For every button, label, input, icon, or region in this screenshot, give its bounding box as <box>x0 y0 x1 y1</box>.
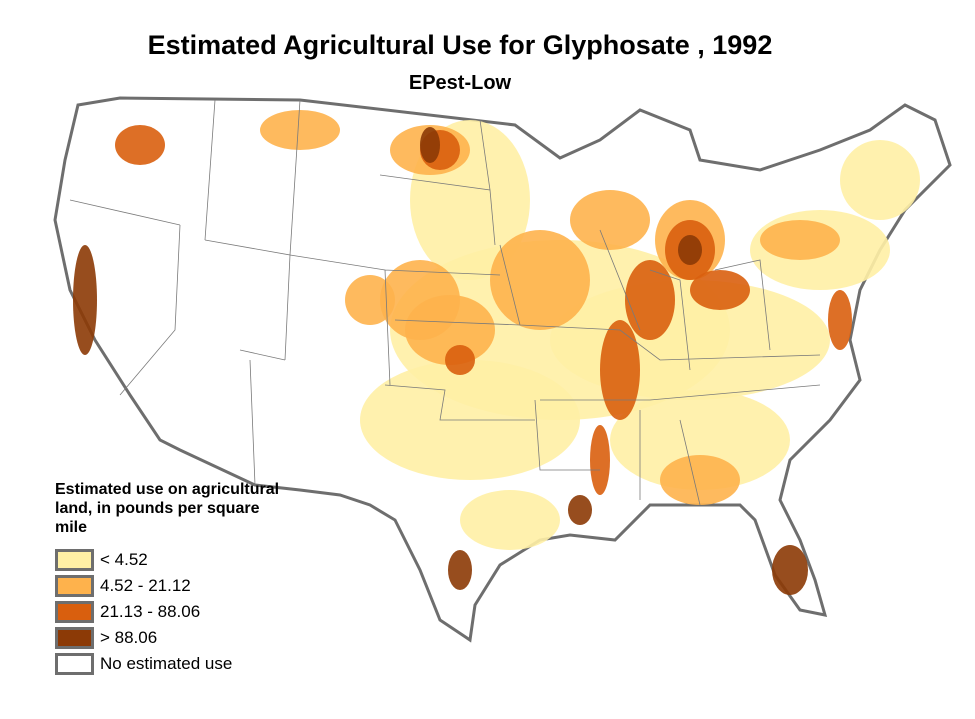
legend-item-none: No estimated use <box>55 651 295 677</box>
legend-swatch <box>55 653 94 675</box>
legend-label: > 88.06 <box>100 628 158 647</box>
legend-item-lowest: < 4.52 <box>55 547 295 573</box>
legend-label: 21.13 - 88.06 <box>100 602 201 621</box>
state-borders <box>69 99 821 506</box>
legend-title: Estimated use on agricultural land, in p… <box>55 481 280 536</box>
usage-region <box>115 125 165 165</box>
usage-region <box>760 220 840 260</box>
legend-label: No estimated use <box>100 654 233 673</box>
legend-label: 4.52 - 21.12 <box>100 576 191 595</box>
usage-region <box>590 425 610 495</box>
usage-region <box>840 140 920 220</box>
usage-region <box>828 290 852 350</box>
legend-item-high: > 88.06 <box>55 625 295 651</box>
usage-region <box>570 190 650 250</box>
usage-region <box>445 345 475 375</box>
map-subtitle: EPest-Low <box>408 72 512 94</box>
usage-region <box>345 275 395 325</box>
usage-region <box>625 260 675 340</box>
usage-region <box>690 270 750 310</box>
usage-region <box>600 320 640 420</box>
usage-region <box>610 390 790 490</box>
usage-region <box>772 545 808 595</box>
usage-region <box>550 280 830 400</box>
usage-region <box>420 127 440 163</box>
legend-item-medium: 21.13 - 88.06 <box>55 599 295 625</box>
usage-region <box>405 295 495 365</box>
legend-item-low: 4.52 - 21.12 <box>55 573 295 599</box>
usage-region <box>568 495 592 525</box>
legend-swatch <box>55 601 94 623</box>
usage-region <box>260 110 340 150</box>
legend: Estimated use on agricultural land, in p… <box>55 480 295 677</box>
usage-region <box>73 245 97 355</box>
usage-region <box>490 230 590 330</box>
usage-regions <box>73 110 920 595</box>
legend-swatch <box>55 575 94 597</box>
legend-swatch <box>55 549 94 571</box>
legend-label: < 4.52 <box>100 550 148 569</box>
map-title: Estimated Agricultural Use for Glyphosat… <box>147 30 773 60</box>
usage-region <box>660 455 740 505</box>
usage-region <box>460 490 560 550</box>
legend-swatch <box>55 627 94 649</box>
usage-region <box>678 235 702 265</box>
usage-region <box>448 550 472 590</box>
